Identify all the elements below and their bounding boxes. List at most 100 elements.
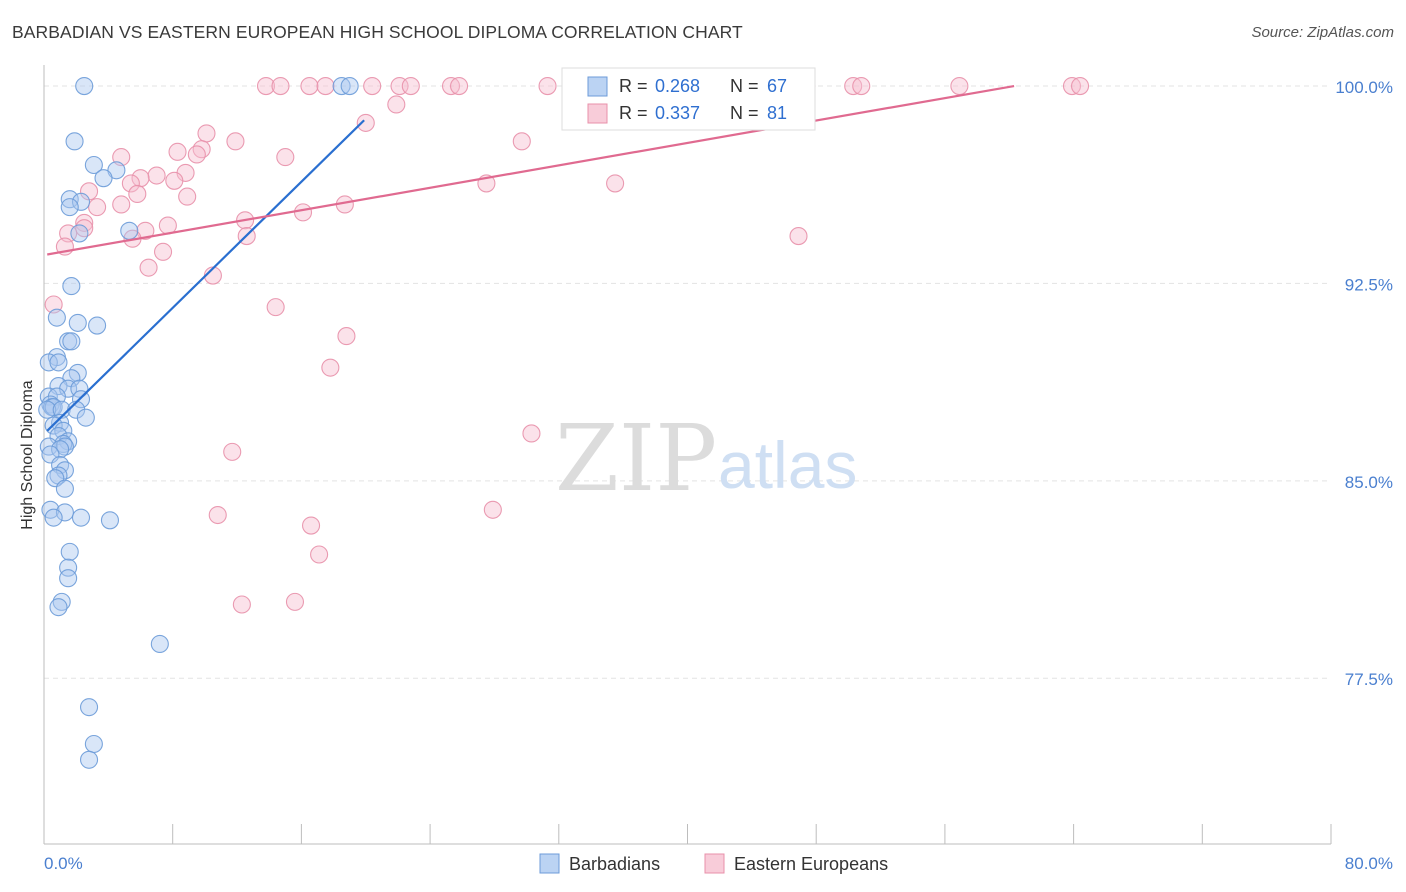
data-point-barbadians-64 <box>79 750 99 769</box>
data-point-barbadians-2 <box>340 77 359 96</box>
data-point-barbadians-61 <box>150 634 169 654</box>
data-point-barbadians-55 <box>100 511 120 530</box>
data-point-eastern-europeans-67 <box>310 545 329 564</box>
data-point-eastern-europeans-40 <box>178 187 197 206</box>
data-point-barbadians-3 <box>65 132 84 151</box>
y-tick-label-1: 92.5% <box>1345 275 1393 294</box>
data-point-barbadians-0 <box>75 77 94 96</box>
data-point-eastern-europeans-65 <box>208 505 227 525</box>
y-tick-label-0: 100.0% <box>1335 78 1393 97</box>
data-point-eastern-europeans-29 <box>276 148 295 167</box>
data-point-eastern-europeans-63 <box>223 442 242 461</box>
data-point-eastern-europeans-46 <box>75 213 94 232</box>
data-point-eastern-europeans-33 <box>131 169 150 188</box>
series-eastern-europeans-points <box>44 77 1090 614</box>
stats-legend-n-value-0: 67 <box>767 76 787 96</box>
data-point-eastern-europeans-27 <box>168 142 187 161</box>
data-point-barbadians-4 <box>84 155 103 175</box>
data-point-eastern-europeans-39 <box>128 184 147 204</box>
data-point-eastern-europeans-9 <box>538 77 557 96</box>
data-point-eastern-europeans-62 <box>522 424 541 443</box>
x-tick-label-min: 0.0% <box>44 854 83 873</box>
stats-legend-swatch-1 <box>587 103 608 124</box>
series-legend-swatch-1 <box>704 853 725 874</box>
watermark: ZIP atlas <box>555 405 857 512</box>
stats-legend-n-label-0: N = <box>730 76 759 96</box>
data-point-barbadians-52 <box>55 503 74 522</box>
data-point-eastern-europeans-17 <box>852 77 871 96</box>
data-point-barbadians-35 <box>76 408 95 427</box>
data-point-eastern-europeans-37 <box>606 174 625 193</box>
data-point-eastern-europeans-6 <box>401 77 420 96</box>
stats-legend-r-value-1: 0.337 <box>655 103 700 123</box>
data-point-eastern-europeans-23 <box>197 124 216 143</box>
data-point-barbadians-53 <box>44 508 63 527</box>
series-legend-label-0: Barbadians <box>569 854 660 874</box>
data-point-barbadians-44 <box>51 440 70 459</box>
stats-legend-n-value-1: 81 <box>767 103 787 123</box>
data-point-barbadians-59 <box>52 592 71 611</box>
series-legend: Barbadians Eastern Europeans <box>539 853 888 874</box>
source-label: Source: ZipAtlas.com <box>1251 24 1394 41</box>
data-point-barbadians-11 <box>70 224 89 243</box>
x-tick-labels: 0.0% 80.0% <box>44 854 1393 873</box>
watermark-atlas: atlas <box>718 428 857 502</box>
data-point-eastern-europeans-21 <box>387 95 406 114</box>
data-point-eastern-europeans-41 <box>112 195 131 214</box>
data-point-barbadians-19 <box>39 353 58 372</box>
data-point-eastern-europeans-25 <box>512 132 531 151</box>
data-point-eastern-europeans-35 <box>121 174 140 193</box>
grid-lines <box>44 85 1331 679</box>
data-point-eastern-europeans-20 <box>1070 77 1090 96</box>
y-tick-label-3: 77.5% <box>1345 670 1393 689</box>
data-point-barbadians-54 <box>71 508 91 527</box>
data-point-eastern-europeans-34 <box>165 171 184 190</box>
trend-line-barbadians <box>46 119 365 432</box>
data-point-eastern-europeans-64 <box>483 500 502 519</box>
data-point-eastern-europeans-24 <box>226 132 245 151</box>
data-point-eastern-europeans-68 <box>232 595 251 614</box>
data-point-eastern-europeans-56 <box>139 258 158 277</box>
data-point-barbadians-63 <box>84 734 103 754</box>
data-point-eastern-europeans-43 <box>88 198 107 217</box>
data-point-barbadians-13 <box>47 308 66 327</box>
data-point-barbadians-38 <box>54 421 73 440</box>
data-point-barbadians-58 <box>59 569 78 588</box>
data-point-eastern-europeans-28 <box>187 145 206 164</box>
data-point-barbadians-62 <box>79 698 99 717</box>
data-point-barbadians-20 <box>49 353 68 372</box>
data-point-barbadians-10 <box>120 221 139 240</box>
data-point-barbadians-12 <box>62 277 81 296</box>
y-tick-label-2: 85.0% <box>1345 473 1393 492</box>
data-point-eastern-europeans-18 <box>950 77 969 96</box>
data-point-eastern-europeans-52 <box>789 227 808 246</box>
trend-lines <box>46 84 1015 432</box>
data-point-eastern-europeans-1 <box>271 77 290 96</box>
data-point-eastern-europeans-2 <box>300 77 319 96</box>
stats-legend-swatch-0 <box>587 76 608 97</box>
data-point-barbadians-8 <box>71 192 91 211</box>
data-point-eastern-europeans-69 <box>285 592 305 611</box>
data-point-eastern-europeans-66 <box>302 516 321 535</box>
data-point-eastern-europeans-44 <box>293 203 313 222</box>
data-point-barbadians-48 <box>49 466 68 485</box>
y-tick-labels: 100.0% 92.5% 85.0% 77.5% <box>1335 78 1393 689</box>
series-legend-label-1: Eastern Europeans <box>734 854 888 874</box>
data-point-eastern-europeans-3 <box>316 77 335 96</box>
series-legend-swatch-0 <box>539 853 560 874</box>
data-point-eastern-europeans-8 <box>450 77 469 96</box>
stats-legend-r-label-0: R = <box>619 76 648 96</box>
stats-legend: R = 0.268 N = 67 R = 0.337 N = 81 <box>561 67 816 131</box>
series-barbadians-points <box>38 77 359 769</box>
data-point-barbadians-43 <box>55 437 74 456</box>
data-point-eastern-europeans-48 <box>75 219 94 238</box>
data-point-barbadians-6 <box>94 169 113 188</box>
trend-line-eastern-europeans <box>47 84 1015 256</box>
axes <box>43 65 1332 845</box>
data-point-barbadians-9 <box>60 198 79 217</box>
chart-title: BARBADIAN VS EASTERN EUROPEAN HIGH SCHOO… <box>12 22 743 42</box>
data-point-eastern-europeans-4 <box>363 77 382 96</box>
data-point-eastern-europeans-32 <box>147 166 166 185</box>
data-point-eastern-europeans-22 <box>356 113 375 132</box>
